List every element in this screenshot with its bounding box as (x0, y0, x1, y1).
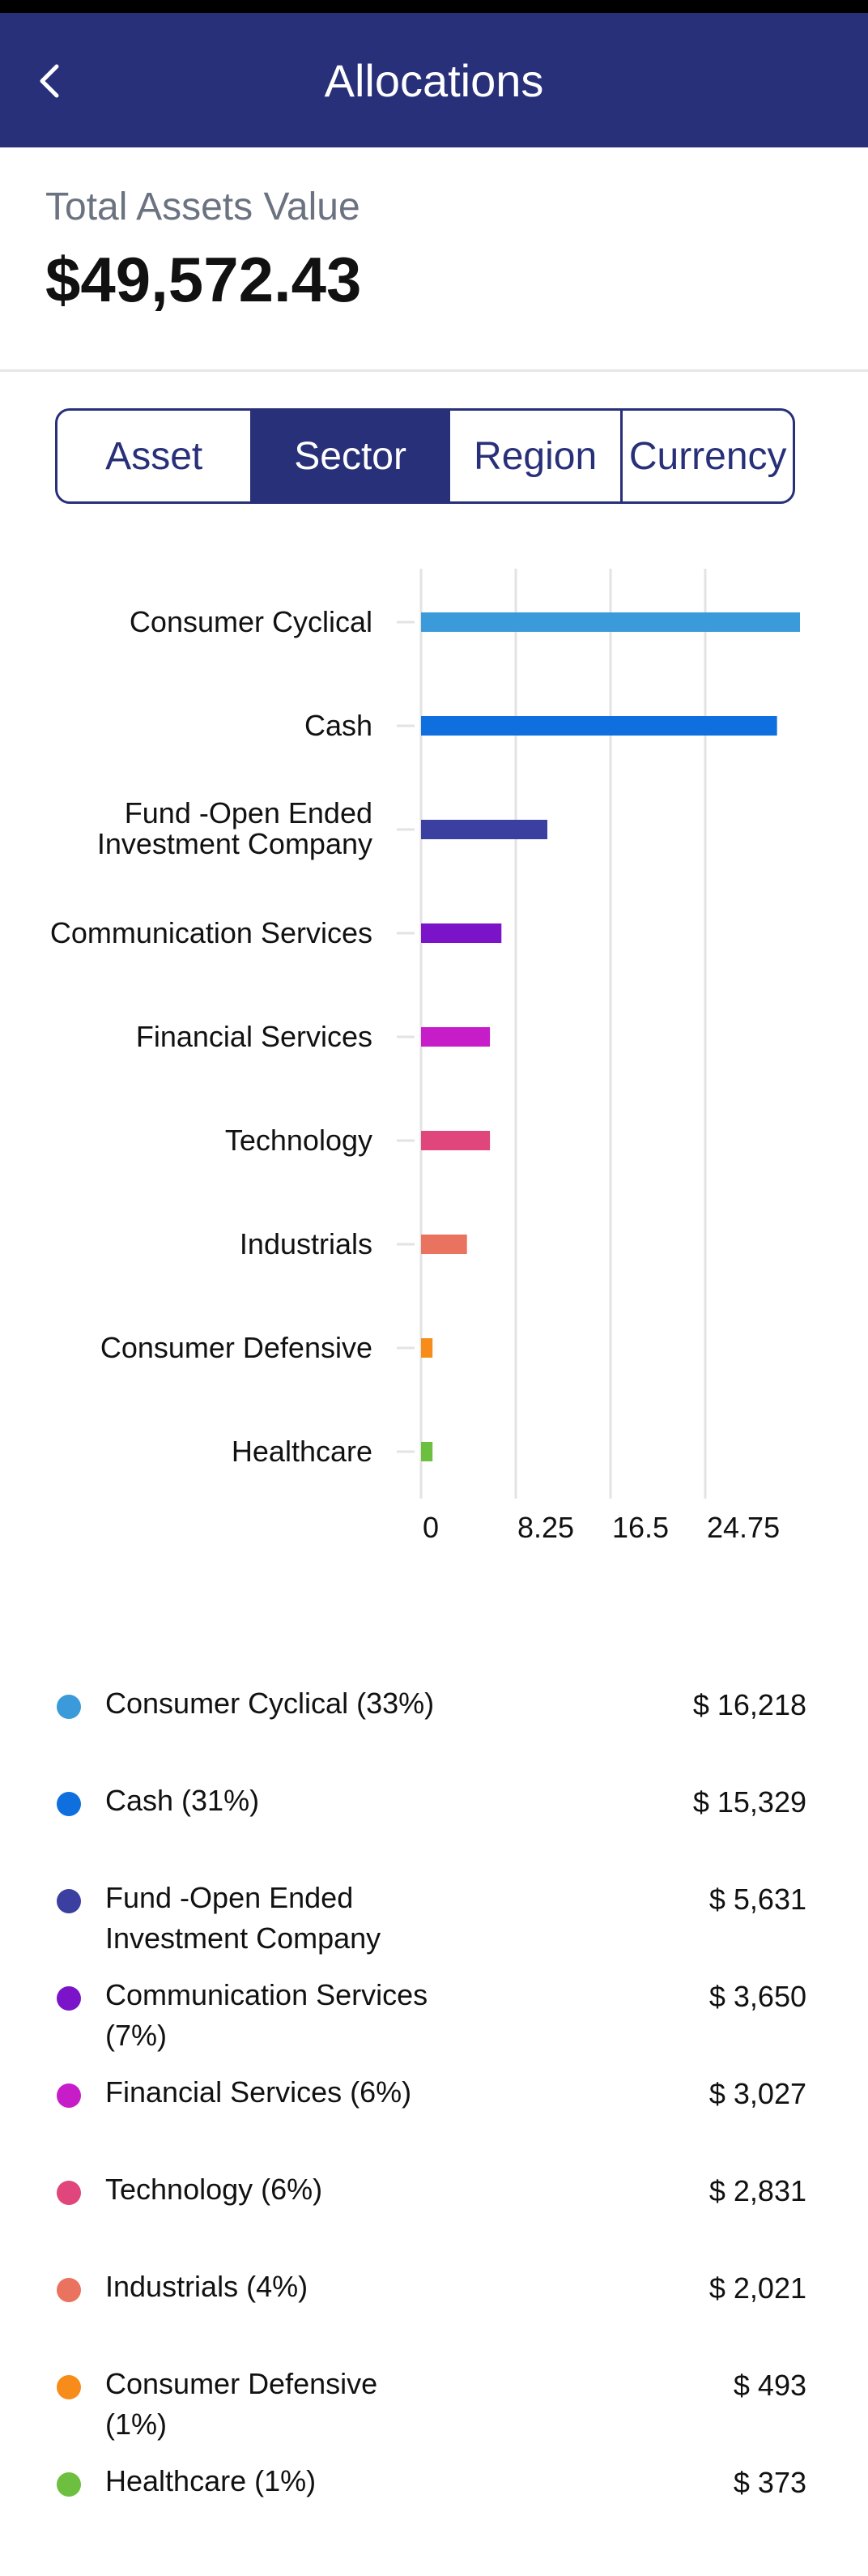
category-label: Communication Services (50, 916, 372, 949)
bar-financial-services (421, 1027, 491, 1047)
x-tick-label: 16.5 (612, 1511, 669, 1544)
divider (0, 369, 868, 372)
chevron-left-icon[interactable] (34, 62, 66, 100)
bar-technology (421, 1131, 491, 1150)
legend-label: Consumer Defensive (1%) (105, 2367, 378, 2441)
tab-sector[interactable]: Sector (250, 411, 448, 501)
legend-color-dot (57, 2181, 81, 2205)
legend-color-dot (57, 2278, 81, 2302)
legend-value: $ 3,650 (708, 1980, 806, 2013)
legend-label: Consumer Cyclical (33%) (105, 1687, 435, 1720)
tab-region[interactable]: Region (447, 411, 621, 501)
legend-label: Cash (31%) (105, 1784, 260, 1817)
legend-color-dot (57, 1695, 81, 1719)
total-assets-value: $49,572.43 (45, 244, 362, 315)
category-label: Healthcare (232, 1435, 372, 1468)
legend-value: $ 15,329 (692, 1785, 806, 1819)
tab-asset[interactable]: Asset (105, 434, 203, 478)
legend-value: $ 16,218 (692, 1688, 806, 1721)
legend-color-dot (57, 1889, 81, 1913)
category-label: Fund -Open Ended (125, 796, 372, 830)
bar-cash (421, 716, 777, 736)
allocation-tabs: Asset Sector Region Currency (55, 408, 795, 504)
page-title: Allocations (324, 54, 544, 106)
status-bar (0, 0, 868, 13)
bar-consumer-defensive (421, 1338, 433, 1358)
sector-bar-chart: Consumer Cyclical Cash Fund -Open EndedInv… (50, 569, 800, 1544)
legend-value: $ 2,021 (708, 2271, 806, 2305)
category-label: Cash (304, 709, 372, 742)
bar-consumer-cyclical (421, 612, 800, 632)
legend-label: Healthcare (1%) (105, 2464, 317, 2497)
category-label: Consumer Defensive (100, 1331, 372, 1364)
category-label: Industrials (240, 1227, 372, 1260)
bar-fund-open-ended-investment-company (421, 820, 547, 839)
legend-color-dot (57, 2083, 81, 2108)
legend-value: $ 373 (733, 2466, 806, 2499)
legend-value: $ 3,027 (708, 2077, 806, 2110)
legend-color-dot (57, 1986, 81, 2011)
total-assets-label: Total Assets Value (45, 186, 360, 228)
category-label: Financial Services (136, 1020, 372, 1053)
bar-healthcare (421, 1442, 433, 1461)
legend-value: $ 2,831 (708, 2174, 806, 2207)
x-tick-label: 8.25 (517, 1511, 574, 1544)
legend-color-dot (57, 1792, 81, 1816)
category-label: Consumer Cyclical (130, 605, 372, 638)
legend-label: Fund -Open Ended Investment Company (11%… (105, 1881, 381, 1955)
app-header: Allocations (0, 13, 868, 147)
legend-label: Technology (6%) (105, 2173, 323, 2206)
legend-value: $ 5,631 (708, 1883, 806, 1916)
x-tick-label: 0 (423, 1511, 439, 1544)
x-tick-label: 24.75 (707, 1511, 780, 1544)
legend-label: Industrials (4%) (105, 2270, 308, 2303)
legend-color-dot (57, 2375, 81, 2399)
legend-label: Communication Services (7%) (105, 1978, 428, 2052)
legend-value: $ 493 (733, 2369, 806, 2402)
category-label: Investment Company (97, 827, 372, 860)
category-label: Technology (225, 1124, 372, 1157)
legend-label: Financial Services (6%) (105, 2075, 412, 2109)
bar-industrials (421, 1235, 467, 1254)
legend-color-dot (57, 2472, 81, 2497)
tab-currency[interactable]: Currency (620, 411, 793, 501)
bar-communication-services (421, 923, 502, 943)
